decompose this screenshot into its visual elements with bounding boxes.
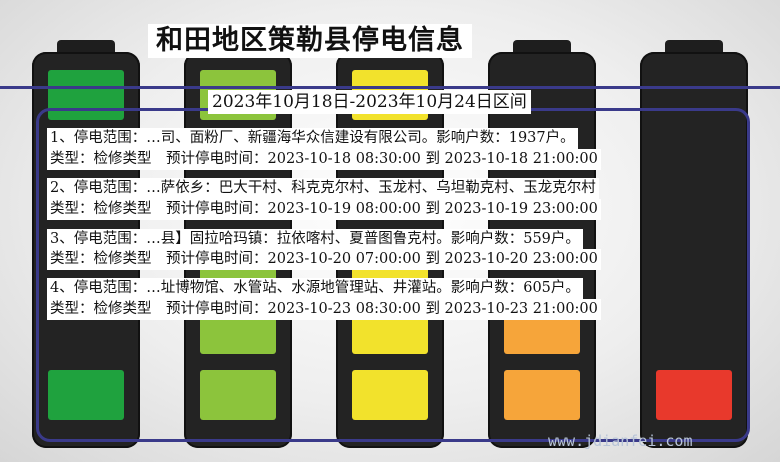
battery-cell bbox=[48, 370, 124, 420]
battery-cell bbox=[352, 370, 428, 420]
date-range: 2023年10月18日-2023年10月24日区间 bbox=[208, 90, 531, 114]
record-1-scope: 1、停电范围：…司、面粉厂、新疆海华众信建设有限公司。影响户数：1937户。 bbox=[47, 128, 578, 149]
battery-cell bbox=[200, 370, 276, 420]
battery-cell bbox=[656, 370, 732, 420]
battery-cell bbox=[48, 70, 124, 120]
page-title: 和田地区策勒县停电信息 bbox=[148, 24, 472, 58]
watermark-url: www.jdianfei.com bbox=[548, 432, 693, 450]
record-2-time: 类型：检修类型 预计停电时间：2023-10-19 08:00:00 到 202… bbox=[47, 199, 601, 220]
record-3-scope: 3、停电范围：…县】固拉哈玛镇：拉依喀村、夏普图鲁克村。影响户数：559户。 bbox=[47, 229, 583, 250]
record-2-scope: 2、停电范围：…萨依乡：巴大干村、科克克尔村、玉龙村、乌坦勒克村、玉龙克尔村 bbox=[47, 178, 599, 199]
record-3-time: 类型：检修类型 预计停电时间：2023-10-20 07:00:00 到 202… bbox=[47, 249, 601, 270]
top-divider-line bbox=[0, 86, 780, 89]
record-4-scope: 4、停电范围：…址博物馆、水管站、水源地管理站、井灌站。影响户数：605户。 bbox=[47, 278, 583, 299]
battery-red bbox=[640, 40, 748, 448]
battery-cell bbox=[504, 370, 580, 420]
record-1-time: 类型：检修类型 预计停电时间：2023-10-18 08:30:00 到 202… bbox=[47, 149, 601, 170]
record-4-time: 类型：检修类型 预计停电时间：2023-10-23 08:30:00 到 202… bbox=[47, 299, 601, 320]
